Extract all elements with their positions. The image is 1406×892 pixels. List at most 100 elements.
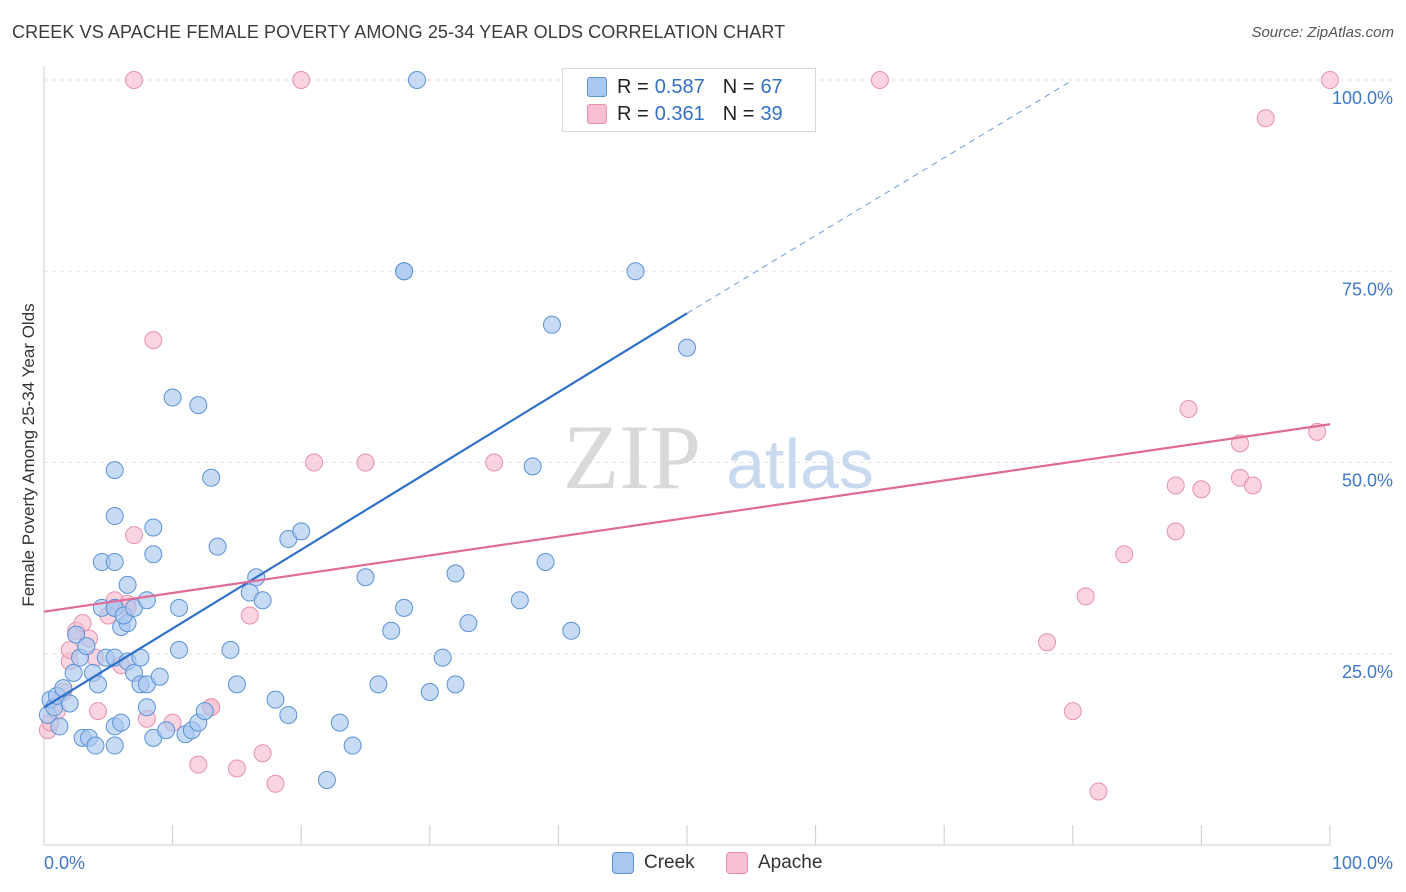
apache-point	[1115, 545, 1134, 564]
creek-n-value: 67	[760, 75, 783, 98]
legend-row-apache: R = 0.361 N = 39	[587, 102, 783, 126]
creek-trendline-extension	[686, 79, 1074, 314]
creek-point	[144, 518, 163, 537]
creek-point	[105, 461, 124, 480]
creek-point	[60, 694, 79, 713]
source-label: Source: ZipAtlas.com	[1251, 24, 1394, 41]
y-tick-label: 50.0%	[1342, 471, 1393, 491]
correlation-legend: R = 0.587 N = 67 R = 0.361 N = 39	[562, 68, 816, 132]
apache-point	[1230, 434, 1249, 453]
creek-point	[208, 537, 227, 556]
watermark-zip: ZIP	[563, 406, 701, 508]
creek-point	[221, 640, 240, 659]
creek-point	[317, 770, 336, 789]
creek-point	[626, 262, 645, 281]
chart-title: CREEK VS APACHE FEMALE POVERTY AMONG 25-…	[12, 22, 786, 42]
creek-point	[562, 621, 581, 640]
apache-point	[292, 71, 311, 89]
apache-point	[253, 744, 272, 763]
x-tick-label: 100.0%	[1332, 853, 1393, 873]
creek-point	[433, 648, 452, 667]
apache-point	[89, 702, 108, 721]
creek-point	[382, 621, 401, 640]
apache-point	[1192, 480, 1211, 499]
trendlines	[43, 79, 1331, 709]
creek-swatch	[587, 77, 607, 97]
creek-point	[446, 564, 465, 583]
apache-point	[305, 453, 324, 472]
apache-n-label: N =	[722, 102, 755, 125]
apache-point	[227, 759, 246, 778]
creek-point	[89, 675, 108, 694]
creek-point	[54, 679, 73, 698]
apache-point	[870, 71, 889, 89]
apache-point	[1089, 782, 1108, 801]
creek-point	[163, 388, 182, 407]
creek-point	[227, 675, 246, 694]
apache-trendline	[43, 423, 1331, 613]
creek-point	[292, 522, 311, 541]
apache-point	[125, 71, 144, 89]
apache-point	[356, 453, 375, 472]
creek-point	[170, 640, 189, 659]
apache-point	[1321, 71, 1339, 89]
watermark-atlas: atlas	[726, 425, 874, 503]
creek-point	[395, 262, 414, 281]
grid-lines	[44, 79, 1394, 655]
creek-point	[395, 598, 414, 617]
creek-r-label: R =	[617, 75, 649, 98]
series-legend: Creek Apache	[0, 852, 1406, 878]
apache-point	[240, 606, 259, 625]
creek-point	[67, 625, 86, 644]
apache-r-value: 0.361	[654, 102, 705, 125]
apache-point	[1179, 399, 1198, 418]
apache-point	[144, 331, 163, 350]
creek-point	[407, 71, 426, 89]
tick-labels: 25.0% 50.0% 75.0% 100.0% 0.0% 100.0%	[44, 88, 1393, 873]
creek-point	[536, 552, 555, 571]
creek-point	[50, 717, 69, 736]
creek-point	[420, 683, 439, 701]
creek-point	[356, 568, 375, 587]
creek-n-label: N =	[722, 75, 755, 98]
legend-item-creek[interactable]: Creek	[612, 852, 695, 874]
creek-point	[542, 315, 561, 334]
creek-point	[105, 507, 124, 526]
creek-point	[105, 552, 124, 571]
creek-point	[77, 637, 96, 656]
apache-point	[1166, 522, 1185, 541]
creek-point	[459, 614, 478, 633]
x-tick-label: 0.0%	[44, 853, 85, 873]
apache-point	[485, 453, 504, 472]
creek-point	[170, 598, 189, 617]
creek-point	[86, 736, 105, 755]
legend-row-creek: R = 0.587 N = 67	[587, 75, 783, 99]
creek-point	[150, 667, 169, 686]
creek-point	[137, 698, 156, 717]
creek-point	[678, 338, 696, 357]
apache-point	[1256, 109, 1275, 128]
creek-point	[369, 675, 388, 694]
apache-point	[1243, 476, 1262, 495]
apache-r-label: R =	[617, 102, 649, 125]
creek-point	[330, 713, 349, 732]
creek-point	[157, 721, 176, 740]
creek-point	[118, 575, 137, 594]
creek-point	[523, 457, 542, 476]
legend-item-apache[interactable]: Apache	[726, 852, 822, 874]
creek-legend-label: Creek	[644, 852, 695, 873]
apache-legend-swatch	[726, 852, 748, 874]
apache-point	[1076, 587, 1095, 606]
creek-point	[253, 591, 272, 610]
watermark: ZIP atlas	[563, 406, 874, 508]
apache-n-value: 39	[760, 102, 783, 125]
creek-point	[64, 663, 83, 682]
creek-point	[112, 713, 131, 732]
apache-point	[1038, 633, 1057, 652]
creek-trendline	[43, 312, 688, 709]
creek-point	[343, 736, 362, 755]
y-tick-label: 25.0%	[1342, 662, 1393, 682]
creek-point	[279, 705, 298, 724]
y-tick-label: 75.0%	[1342, 279, 1393, 299]
